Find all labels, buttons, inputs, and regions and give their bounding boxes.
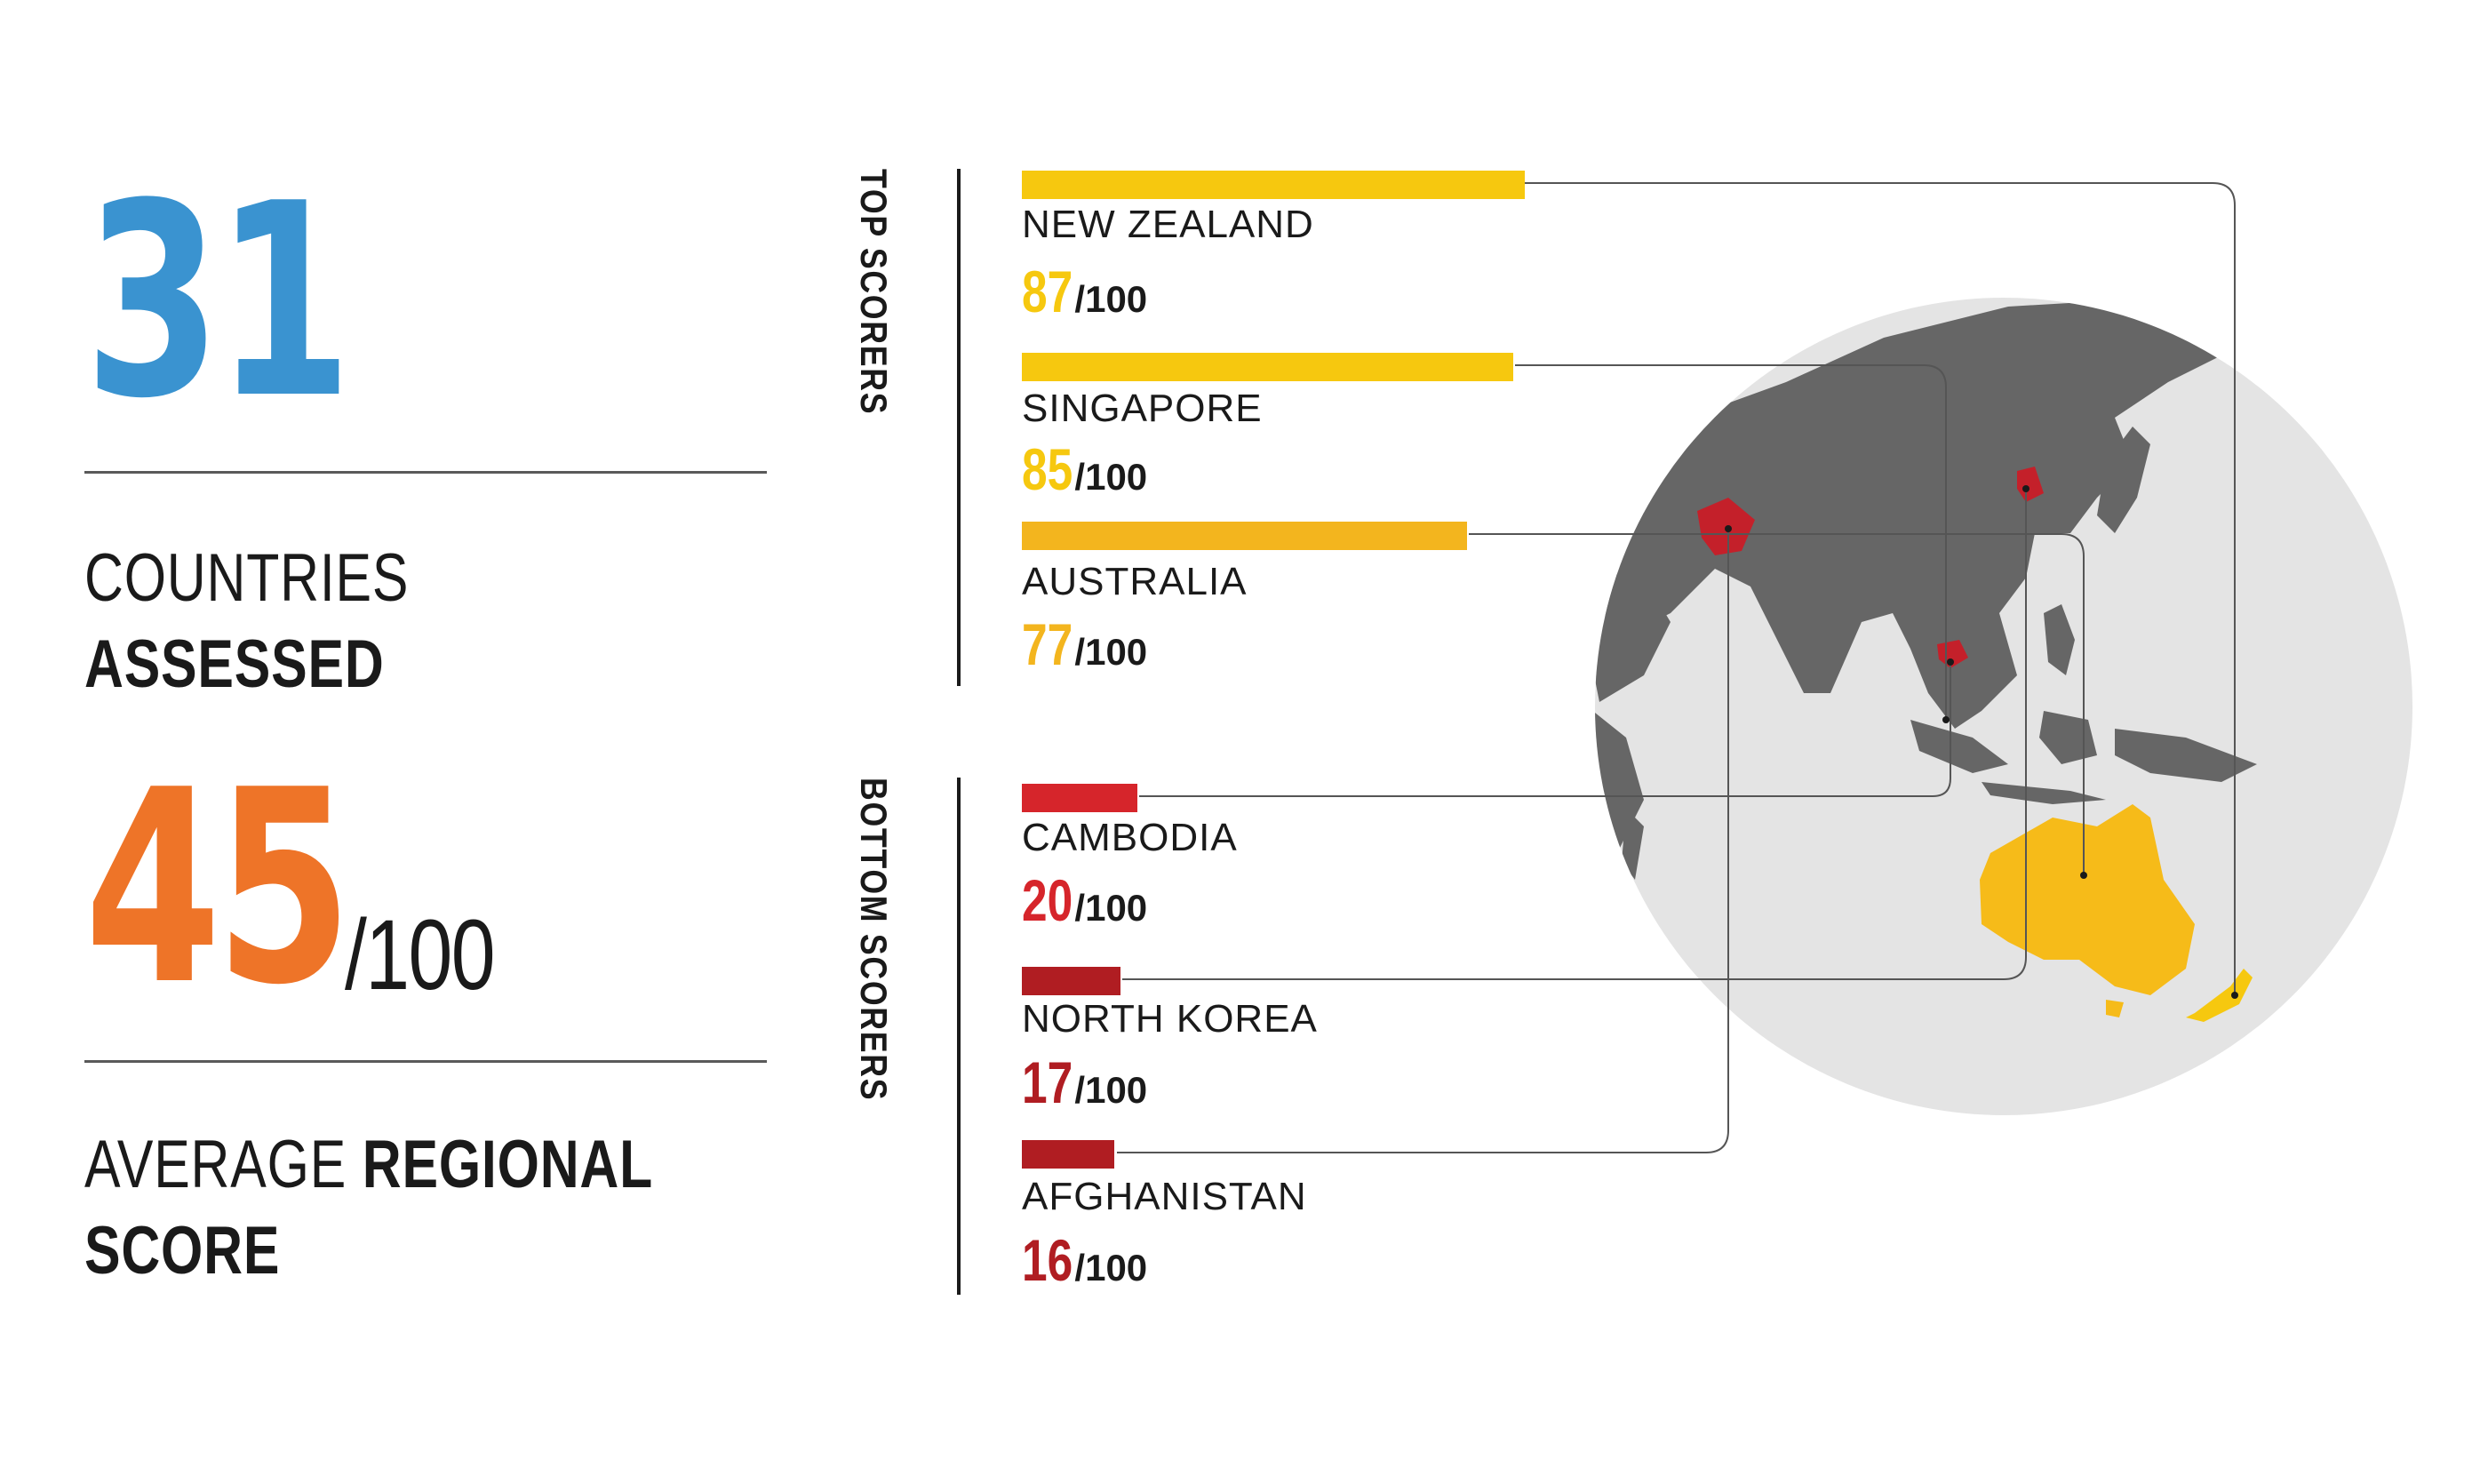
bottom-scorers-rule [957, 778, 961, 1295]
cambodia-shape [1937, 640, 1968, 668]
philippines-islands [2044, 604, 2075, 675]
score-denominator-australia: /100 [1074, 631, 1148, 673]
average-caption-light: AVERAGE [84, 1127, 347, 1202]
japan-landmass [2097, 427, 2150, 533]
countries-assessed-number: 31 [84, 147, 352, 457]
average-score-caption: AVERAGE REGIONAL SCORE [84, 1121, 724, 1295]
score-value-afghanistan: 16 [1022, 1227, 1073, 1293]
connector-cambodia [1139, 662, 1951, 797]
top-scorers-rule [957, 169, 961, 686]
score-denominator-afghanistan: /100 [1074, 1247, 1148, 1289]
countries-caption-light: COUNTRIES [84, 540, 410, 616]
score-value-singapore: 85 [1022, 436, 1073, 502]
score-value-north-korea: 17 [1022, 1049, 1073, 1115]
connector-dots [1725, 485, 2238, 999]
score-new-zealand: 87/100 [1022, 262, 1147, 321]
connector-singapore [1515, 364, 1947, 720]
connector-afghanistan [1117, 529, 1729, 1153]
score-denominator-cambodia: /100 [1074, 887, 1148, 929]
country-name-australia: AUSTRALIA [1022, 560, 1248, 603]
country-name-cambodia: CAMBODIA [1022, 816, 1238, 859]
score-value-new-zealand: 87 [1022, 259, 1073, 324]
bar-afghanistan [1022, 1140, 1114, 1169]
bar-australia [1022, 522, 1467, 550]
score-singapore: 85/100 [1022, 440, 1147, 499]
australia-shape [1980, 804, 2195, 995]
score-denominator-north-korea: /100 [1074, 1069, 1148, 1111]
countries-assessed-caption: COUNTRIES ASSESSED [84, 535, 724, 708]
score-denominator-new-zealand: /100 [1074, 278, 1148, 320]
connector-australia [1469, 533, 2085, 875]
countries-caption-bold: ASSESSED [84, 626, 385, 703]
score-value-australia: 77 [1022, 611, 1073, 677]
score-denominator-singapore: /100 [1074, 456, 1148, 498]
bar-north-korea [1022, 967, 1120, 995]
bar-singapore [1022, 353, 1513, 381]
score-value-cambodia: 20 [1022, 867, 1073, 933]
connector-north-korea [1122, 489, 2027, 980]
connector-new-zealand [1524, 182, 2236, 995]
divider-bottom [84, 1060, 767, 1063]
average-caption-bold: REGIONAL SCORE [84, 1127, 652, 1289]
score-cambodia: 20/100 [1022, 871, 1147, 929]
connector-lines [1117, 182, 2236, 1153]
score-afghanistan: 16/100 [1022, 1231, 1147, 1289]
north-korea-shape [2017, 467, 2044, 502]
country-name-north-korea: NORTH KOREA [1022, 997, 1318, 1041]
bar-cambodia [1022, 784, 1137, 812]
asia-landmass [1595, 300, 2239, 729]
country-name-singapore: SINGAPORE [1022, 387, 1263, 430]
average-score-denominator: /100 [345, 899, 496, 1010]
score-north-korea: 17/100 [1022, 1053, 1147, 1112]
average-score-number: 45 [84, 733, 352, 1043]
madagascar [1622, 809, 1644, 880]
country-name-afghanistan: AFGHANISTAN [1022, 1175, 1307, 1218]
tasmania-shape [2106, 1000, 2124, 1017]
country-name-new-zealand: NEW ZEALAND [1022, 203, 1314, 246]
new-zealand-shape [2186, 969, 2253, 1022]
bar-new-zealand [1022, 171, 1525, 199]
divider-top [84, 471, 767, 474]
score-australia: 77/100 [1022, 615, 1147, 674]
